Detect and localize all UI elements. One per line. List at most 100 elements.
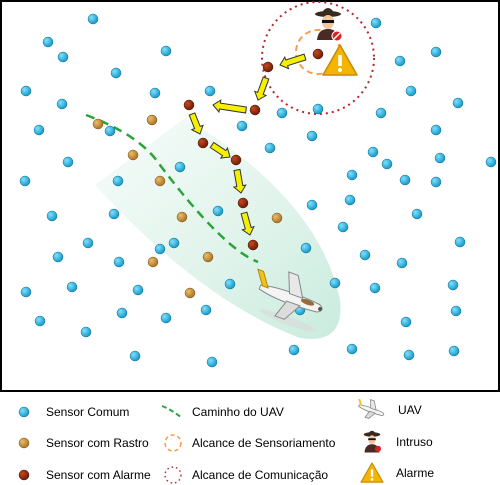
legend-intruder-label: Intruso — [396, 435, 433, 449]
legend-communication-range: Alcance de Comunicação — [160, 465, 328, 485]
common-sensor — [104, 125, 116, 137]
alarm-arrow — [253, 76, 270, 101]
uav-legend-icon — [358, 399, 385, 419]
common-sensor — [33, 124, 45, 136]
common-sensor — [399, 174, 411, 186]
legend-common-sensor: Sensor Comum — [14, 402, 129, 422]
common-sensor — [276, 107, 288, 119]
trace-sensor-dot-icon — [18, 437, 30, 449]
legend-alarm-label: Alarme — [396, 466, 435, 480]
legend-uav-label: UAV — [398, 403, 422, 417]
common-sensor — [370, 17, 382, 29]
common-sensor — [200, 304, 212, 316]
trace-sensor — [202, 251, 214, 263]
common-sensor — [56, 98, 68, 110]
common-sensor — [430, 46, 442, 58]
common-sensor — [66, 281, 78, 293]
common-sensor — [110, 67, 122, 79]
alarm-arrow — [209, 141, 231, 159]
common-sensor — [52, 251, 64, 263]
common-sensor — [403, 349, 415, 361]
common-sensor — [206, 356, 218, 368]
alarm-sensor — [262, 61, 274, 73]
common-sensor — [344, 194, 356, 206]
common-sensor — [62, 156, 74, 168]
trace-sensor — [146, 114, 158, 126]
common-sensor — [369, 282, 381, 294]
common-sensor — [405, 85, 417, 97]
common-sensor — [452, 97, 464, 109]
alarm-sensor-dot-icon — [18, 469, 30, 481]
common-sensor — [87, 13, 99, 25]
legend-trace-sensor: Sensor com Rastro — [14, 433, 149, 453]
legend-uav-path-label: Caminho do UAV — [192, 405, 284, 419]
common-sensor — [19, 175, 31, 187]
common-sensor — [132, 284, 144, 296]
common-sensor — [160, 312, 172, 324]
uav-path — [85, 113, 259, 264]
common-sensor — [359, 249, 371, 261]
legend-alarm: Alarme — [360, 462, 435, 483]
common-sensor — [236, 120, 248, 132]
sensor-field — [0, 0, 500, 392]
common-sensor — [300, 242, 312, 254]
common-sensor — [346, 169, 358, 181]
common-sensor — [430, 176, 442, 188]
common-sensor — [306, 130, 318, 142]
legend-intruder: Intruso — [360, 430, 433, 453]
common-sensor — [46, 210, 58, 222]
common-sensor — [367, 146, 379, 158]
common-sensor — [411, 208, 423, 220]
common-sensor — [430, 124, 442, 136]
common-sensor — [381, 158, 393, 170]
common-sensor — [57, 51, 69, 63]
sensor-layer — [19, 13, 497, 368]
alarm-sensor — [230, 154, 242, 166]
trace-sensor — [271, 212, 283, 224]
communication-range-circle-icon — [164, 466, 182, 484]
common-sensor — [375, 107, 387, 119]
common-sensor-dot-icon — [18, 406, 30, 418]
alarm-sensor — [247, 239, 259, 251]
common-sensor — [80, 326, 92, 338]
common-sensor — [454, 236, 466, 248]
alarm-sensor — [183, 99, 195, 111]
common-sensor — [20, 286, 32, 298]
common-sensor — [306, 199, 318, 211]
trace-sensor — [154, 175, 166, 187]
common-sensor — [434, 152, 446, 164]
trace-sensor — [92, 118, 104, 130]
common-sensor — [108, 208, 120, 220]
common-sensor — [288, 344, 300, 356]
communication-range-circle — [261, 1, 375, 115]
alarm-warning-icon — [322, 44, 358, 76]
common-sensor — [149, 87, 161, 99]
common-sensor — [113, 256, 125, 268]
alarm-sensor — [249, 104, 261, 116]
legend-uav-path: Caminho do UAV — [160, 402, 284, 422]
trace-sensor — [127, 149, 139, 161]
common-sensor — [34, 315, 46, 327]
common-sensor — [337, 221, 349, 233]
common-sensor — [82, 237, 94, 249]
alarm-legend-icon — [360, 462, 384, 483]
common-sensor — [400, 316, 412, 328]
common-sensor — [346, 343, 358, 355]
alarm-arrows — [188, 53, 307, 236]
alarm-arrow — [240, 211, 255, 236]
common-sensor — [224, 278, 236, 290]
alarm-arrow — [188, 112, 204, 135]
common-sensor — [204, 85, 216, 97]
intruder-legend-icon — [363, 430, 381, 453]
trace-sensor — [147, 256, 159, 268]
common-sensor — [154, 243, 166, 255]
common-sensor — [42, 36, 54, 48]
legend-sensing-range: Alcance de Sensoriamento — [160, 433, 335, 453]
common-sensor — [394, 55, 406, 67]
alarm-sensor — [312, 48, 324, 60]
uav-sensing-cone — [95, 118, 341, 339]
common-sensor — [264, 142, 276, 154]
common-sensor — [174, 161, 186, 173]
common-sensor — [212, 205, 224, 217]
common-sensor — [20, 85, 32, 97]
